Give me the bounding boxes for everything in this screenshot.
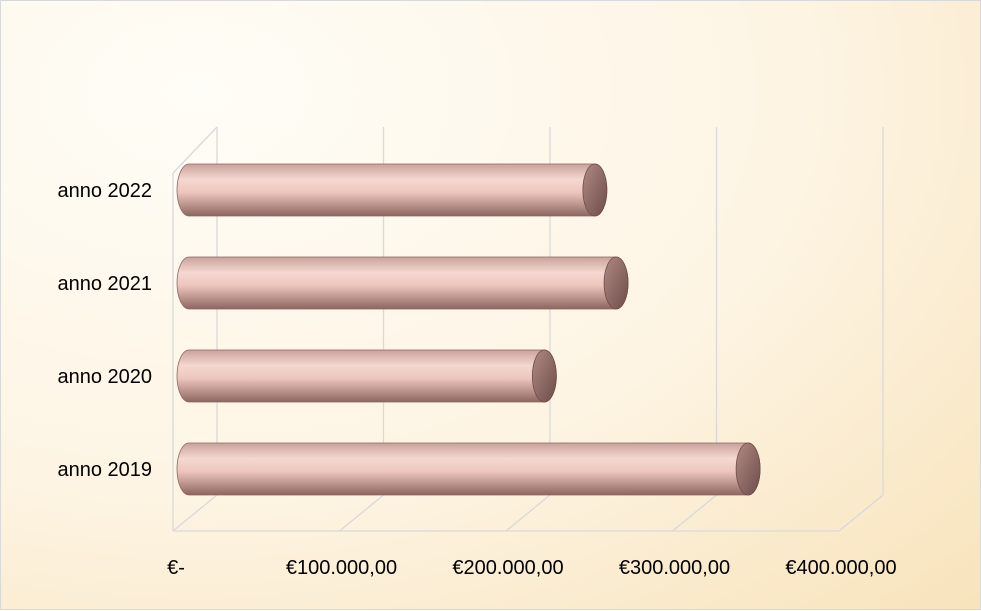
bar	[176, 163, 608, 217]
bar	[176, 256, 629, 310]
bar-end-cap	[603, 256, 629, 310]
x-tick-label: €400.000,00	[785, 557, 896, 579]
x-tick-label: €300.000,00	[619, 557, 730, 579]
x-tick-label: €100.000,00	[286, 557, 397, 579]
bar-body	[176, 256, 629, 310]
floor-gridline	[339, 494, 384, 532]
floor-gridline	[838, 494, 884, 532]
bar	[176, 442, 761, 496]
bar-end-cap	[531, 349, 557, 403]
bar-end-cap	[735, 442, 761, 496]
bar-body	[176, 163, 608, 217]
bars	[176, 163, 761, 496]
floor-gridline	[672, 494, 717, 532]
bar-body	[176, 349, 557, 403]
labels: anno 2019 anno 2020 anno 2021 anno 2022 €- €1…	[57, 180, 896, 579]
floor-gridline	[505, 494, 551, 532]
bar-end-cap	[582, 163, 608, 217]
category-label: anno 2019	[57, 459, 152, 481]
floor-gridline	[172, 494, 218, 532]
x-tick-label: €-	[167, 557, 185, 579]
side-wall-edge	[172, 126, 218, 174]
category-label: anno 2021	[57, 273, 152, 295]
bar-body	[176, 442, 761, 496]
bar	[176, 349, 557, 403]
category-label: anno 2022	[57, 180, 152, 202]
category-label: anno 2020	[57, 366, 152, 388]
x-tick-label: €200.000,00	[452, 557, 563, 579]
